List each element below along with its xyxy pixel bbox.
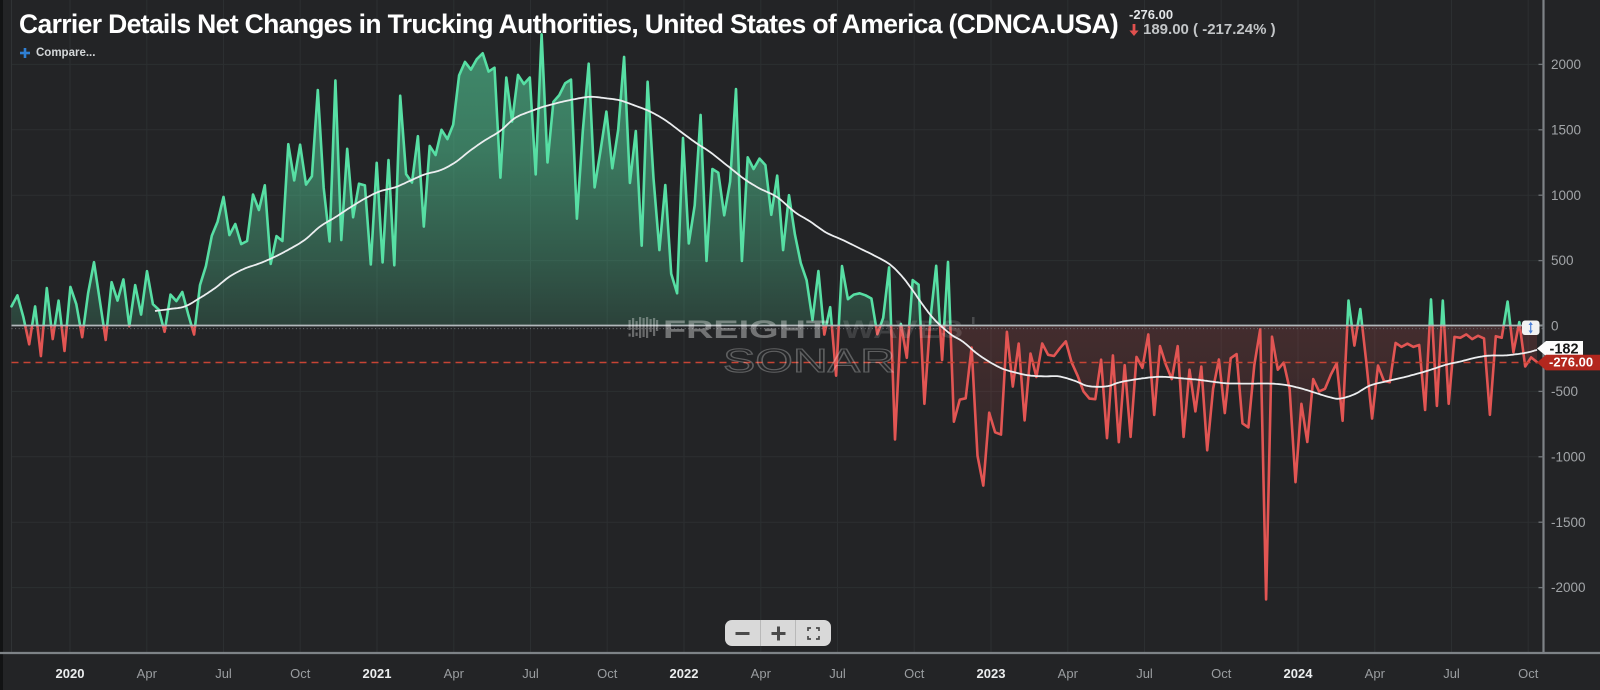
svg-text:Oct: Oct — [1211, 666, 1232, 681]
svg-text:-2000: -2000 — [1551, 580, 1586, 595]
svg-text:1000: 1000 — [1551, 188, 1581, 203]
svg-text:Oct: Oct — [1518, 666, 1539, 681]
svg-text:2020: 2020 — [56, 666, 85, 681]
svg-text:-276.00: -276.00 — [1549, 355, 1593, 370]
svg-text:Oct: Oct — [290, 666, 311, 681]
svg-text:Jul: Jul — [522, 666, 539, 681]
svg-text:2024: 2024 — [1284, 666, 1314, 681]
svg-text:2023: 2023 — [977, 666, 1006, 681]
svg-text:-500: -500 — [1551, 384, 1578, 399]
svg-text:Apr: Apr — [1365, 666, 1386, 681]
svg-text:Jul: Jul — [215, 666, 232, 681]
svg-text:Apr: Apr — [751, 666, 772, 681]
svg-text:SONAR: SONAR — [723, 342, 895, 379]
svg-text:-1500: -1500 — [1551, 515, 1586, 530]
svg-text:FREIGHT: FREIGHT — [663, 316, 829, 344]
svg-text:-182: -182 — [1549, 342, 1578, 358]
svg-text:0: 0 — [1551, 319, 1559, 334]
svg-text:500: 500 — [1551, 253, 1574, 268]
svg-text:2021: 2021 — [363, 666, 392, 681]
svg-text:WAVES: WAVES — [843, 316, 963, 344]
svg-text:Apr: Apr — [444, 666, 465, 681]
svg-text:2022: 2022 — [670, 666, 699, 681]
svg-text:Jul: Jul — [1443, 666, 1460, 681]
svg-text:1500: 1500 — [1551, 122, 1581, 137]
svg-text:2000: 2000 — [1551, 57, 1581, 72]
svg-text:Apr: Apr — [137, 666, 158, 681]
svg-text:Oct: Oct — [904, 666, 925, 681]
svg-text:Apr: Apr — [1058, 666, 1079, 681]
svg-text:Jul: Jul — [829, 666, 846, 681]
svg-text:Oct: Oct — [597, 666, 618, 681]
svg-text:-1000: -1000 — [1551, 449, 1586, 464]
svg-text:Jul: Jul — [1136, 666, 1153, 681]
